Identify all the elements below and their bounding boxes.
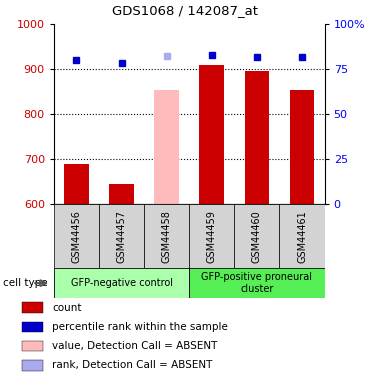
Bar — [22, 303, 43, 313]
Bar — [64, 164, 89, 204]
Text: GSM44457: GSM44457 — [116, 210, 127, 263]
Text: GFP-negative control: GFP-negative control — [70, 278, 173, 288]
Text: GSM44456: GSM44456 — [71, 210, 81, 262]
Text: rank, Detection Call = ABSENT: rank, Detection Call = ABSENT — [52, 360, 212, 370]
Bar — [54, 268, 189, 298]
Bar — [54, 204, 99, 268]
Bar — [154, 90, 179, 204]
Bar — [189, 268, 325, 298]
Bar — [22, 322, 43, 332]
Bar — [234, 204, 279, 268]
Text: GFP-positive proneural
cluster: GFP-positive proneural cluster — [201, 272, 312, 294]
Bar — [22, 341, 43, 351]
Bar — [290, 90, 315, 204]
Text: GDS1068 / 142087_at: GDS1068 / 142087_at — [112, 4, 259, 17]
Bar — [199, 65, 224, 204]
Text: cell type: cell type — [3, 278, 47, 288]
Bar — [22, 360, 43, 370]
Bar — [189, 204, 234, 268]
Text: count: count — [52, 303, 82, 313]
Bar — [109, 184, 134, 204]
Text: GSM44461: GSM44461 — [297, 210, 307, 262]
Text: percentile rank within the sample: percentile rank within the sample — [52, 322, 228, 332]
Bar — [244, 71, 269, 204]
Text: GSM44459: GSM44459 — [207, 210, 217, 262]
Bar — [99, 204, 144, 268]
Text: value, Detection Call = ABSENT: value, Detection Call = ABSENT — [52, 341, 217, 351]
Bar — [279, 204, 325, 268]
Text: GSM44460: GSM44460 — [252, 210, 262, 262]
Text: GSM44458: GSM44458 — [162, 210, 172, 262]
Bar — [144, 204, 189, 268]
